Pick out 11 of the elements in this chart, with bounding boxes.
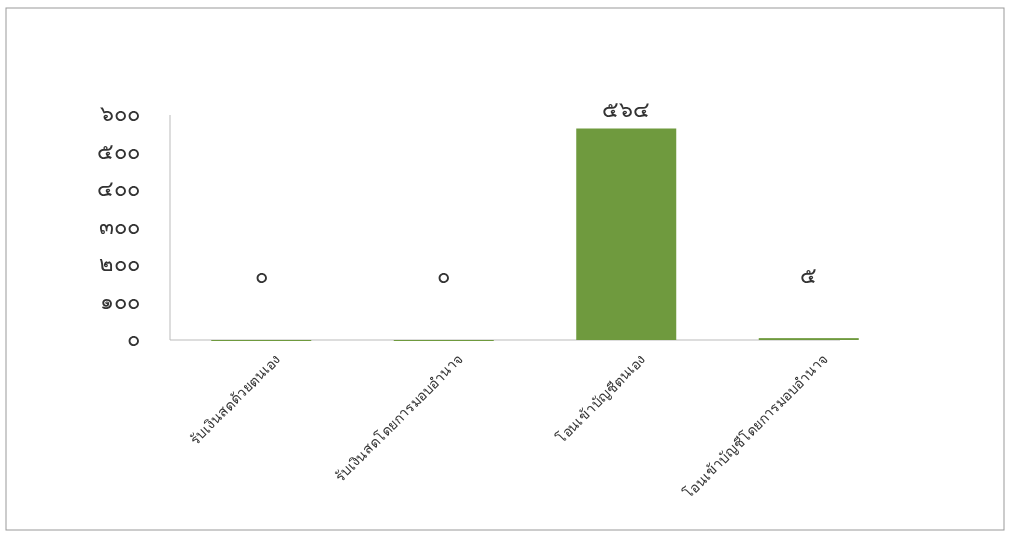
y-tick-label: ๔๐๐ <box>97 176 140 201</box>
y-tick-label: ๐ <box>127 326 140 351</box>
y-tick-label: ๕๐๐ <box>97 138 140 164</box>
data-label: ๐ <box>437 263 451 288</box>
data-label: ๕ <box>800 263 818 288</box>
data-label: ๕๖๔ <box>602 96 651 122</box>
y-tick-label: ๑๐๐ <box>100 288 140 314</box>
y-tick-label: ๒๐๐ <box>99 251 140 276</box>
data-label: ๐ <box>254 263 268 288</box>
y-tick-label: ๓๐๐ <box>99 213 140 239</box>
y-tick-label: ๖๐๐ <box>100 101 140 126</box>
